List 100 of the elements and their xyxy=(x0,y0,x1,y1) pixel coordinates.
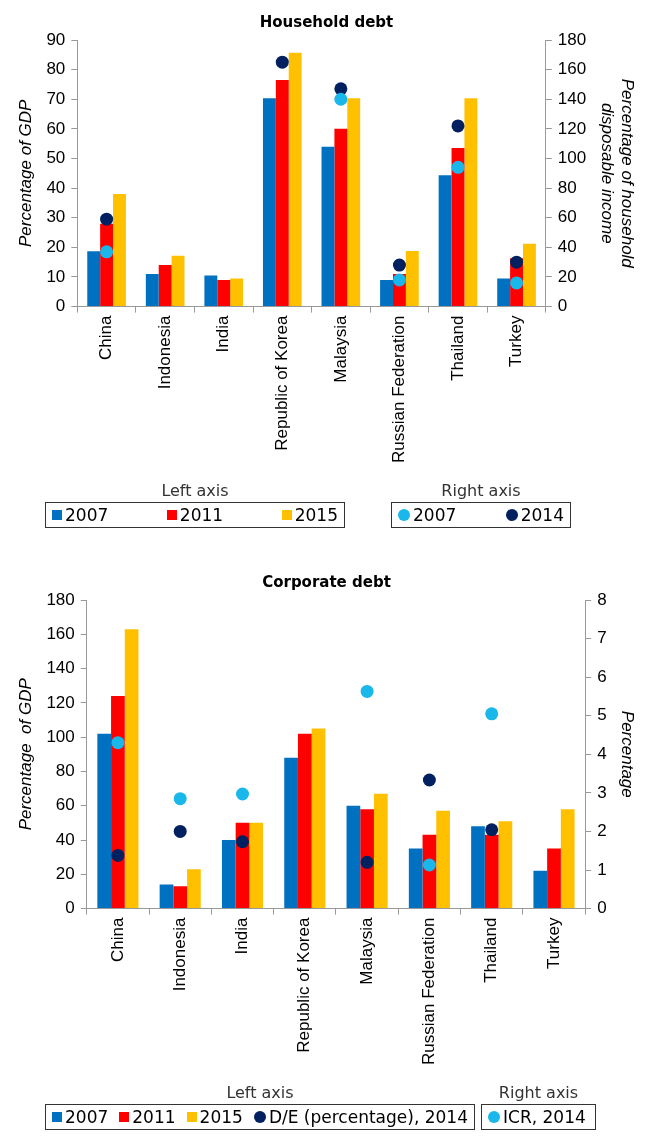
y2-tick-label: 160 xyxy=(557,59,587,79)
y-tick-label: 0 xyxy=(55,296,66,316)
bar xyxy=(484,834,499,909)
x-tick-label: Republic of Korea xyxy=(271,315,291,451)
legend-label: 2011 xyxy=(179,505,224,525)
bar xyxy=(498,821,513,909)
bar xyxy=(275,79,289,307)
y2-tick-label: 2 xyxy=(597,821,607,841)
chart-title: Household debt xyxy=(259,12,394,31)
x-tick-label: Russian Federation xyxy=(419,917,439,1066)
bar xyxy=(438,175,452,307)
y-tick-label: 60 xyxy=(55,795,75,815)
y-tick-label: 0 xyxy=(65,898,75,918)
x-tick-label: Republic of Korea xyxy=(294,917,314,1053)
y2-tick-label: 3 xyxy=(597,782,607,802)
point xyxy=(275,55,289,69)
bar xyxy=(560,809,575,909)
y-tick-label: 80 xyxy=(55,761,75,781)
y-tick-label: 70 xyxy=(46,88,66,108)
x-tick-label: China xyxy=(96,315,116,361)
y-tick-label: 40 xyxy=(46,177,66,197)
legend-label: ICR, 2014 xyxy=(503,1107,586,1127)
y-tick-label: 80 xyxy=(46,59,66,79)
point xyxy=(236,835,250,849)
y-tick-label: 10 xyxy=(46,266,66,286)
text: Left axis xyxy=(225,1083,295,1102)
x-tick-label: Thailand xyxy=(447,315,467,381)
point xyxy=(451,160,465,174)
y-tick-label: 30 xyxy=(46,207,66,227)
bar xyxy=(297,733,312,909)
bar xyxy=(321,146,335,307)
y-tick-label: 140 xyxy=(46,658,75,678)
bar xyxy=(405,250,419,307)
y-tick-label: 40 xyxy=(55,829,75,849)
y2-tick-label: 1 xyxy=(597,859,607,879)
bar xyxy=(159,884,174,909)
y-tick-label: 60 xyxy=(46,118,66,138)
bar xyxy=(451,148,465,307)
bar xyxy=(547,848,561,909)
bar xyxy=(334,128,348,307)
y2-tick-label: 80 xyxy=(557,177,577,197)
y-tick-label: 180 xyxy=(46,589,75,609)
y-tick-label: 20 xyxy=(46,237,66,257)
bar xyxy=(284,757,298,909)
x-tick-label: Indonesia xyxy=(154,315,174,390)
y2-tick-label: 100 xyxy=(557,148,587,168)
bar xyxy=(497,278,511,307)
point xyxy=(392,273,406,287)
y2-tick-label: 6 xyxy=(597,666,607,686)
x-tick-label: Thailand xyxy=(481,917,501,983)
point xyxy=(422,858,436,872)
bar xyxy=(360,809,374,909)
bar xyxy=(380,279,393,307)
y2-tick-label: 40 xyxy=(557,237,577,257)
point xyxy=(392,258,406,272)
point xyxy=(173,824,187,838)
point xyxy=(173,792,187,806)
bar xyxy=(111,696,125,909)
legend-label: 2015 xyxy=(294,505,338,525)
x-tick-label: Indonesia xyxy=(169,917,189,992)
legend-label: 2015 xyxy=(199,1107,243,1127)
bar xyxy=(346,805,361,909)
y2-axis-title: Percentage xyxy=(618,710,638,798)
legend-label: 2007 xyxy=(65,1107,109,1127)
bar xyxy=(217,279,231,307)
y2-tick-label: 5 xyxy=(597,705,607,725)
legend-label: D/E (percentage), 2014 xyxy=(268,1107,468,1127)
bar xyxy=(158,265,172,307)
x-tick-label: China xyxy=(107,917,127,963)
chart-title: Corporate debt xyxy=(262,572,391,591)
y-tick-label: 90 xyxy=(46,29,66,49)
x-tick-label: Malaysia xyxy=(330,315,350,383)
y-tick-label: 120 xyxy=(46,692,75,712)
y2-tick-label: 60 xyxy=(557,207,577,227)
bar xyxy=(347,98,361,307)
point xyxy=(451,119,465,133)
text: Right axis xyxy=(440,481,522,500)
y2-tick-label: 8 xyxy=(597,589,607,609)
point xyxy=(334,92,348,106)
y2-axis-title: Percentage of household disposable income xyxy=(597,78,638,269)
y2-tick-label: 140 xyxy=(557,88,587,108)
bar xyxy=(288,52,302,307)
bar xyxy=(471,826,485,909)
point xyxy=(111,736,125,750)
point xyxy=(360,855,374,869)
point xyxy=(485,707,499,721)
y2-tick-label: 120 xyxy=(557,118,587,138)
bar xyxy=(173,886,188,909)
bar xyxy=(408,848,423,909)
x-tick-label: Turkey xyxy=(543,917,563,969)
point xyxy=(510,276,524,290)
bar xyxy=(145,274,159,307)
point xyxy=(100,245,114,259)
bar xyxy=(533,870,548,909)
point xyxy=(100,212,114,226)
bar xyxy=(221,840,236,909)
x-tick-label: India xyxy=(213,315,233,353)
x-tick-label: Russian Federation xyxy=(389,315,409,464)
bar xyxy=(97,733,112,909)
y-axis-title: Percentage of GDP xyxy=(15,677,35,831)
